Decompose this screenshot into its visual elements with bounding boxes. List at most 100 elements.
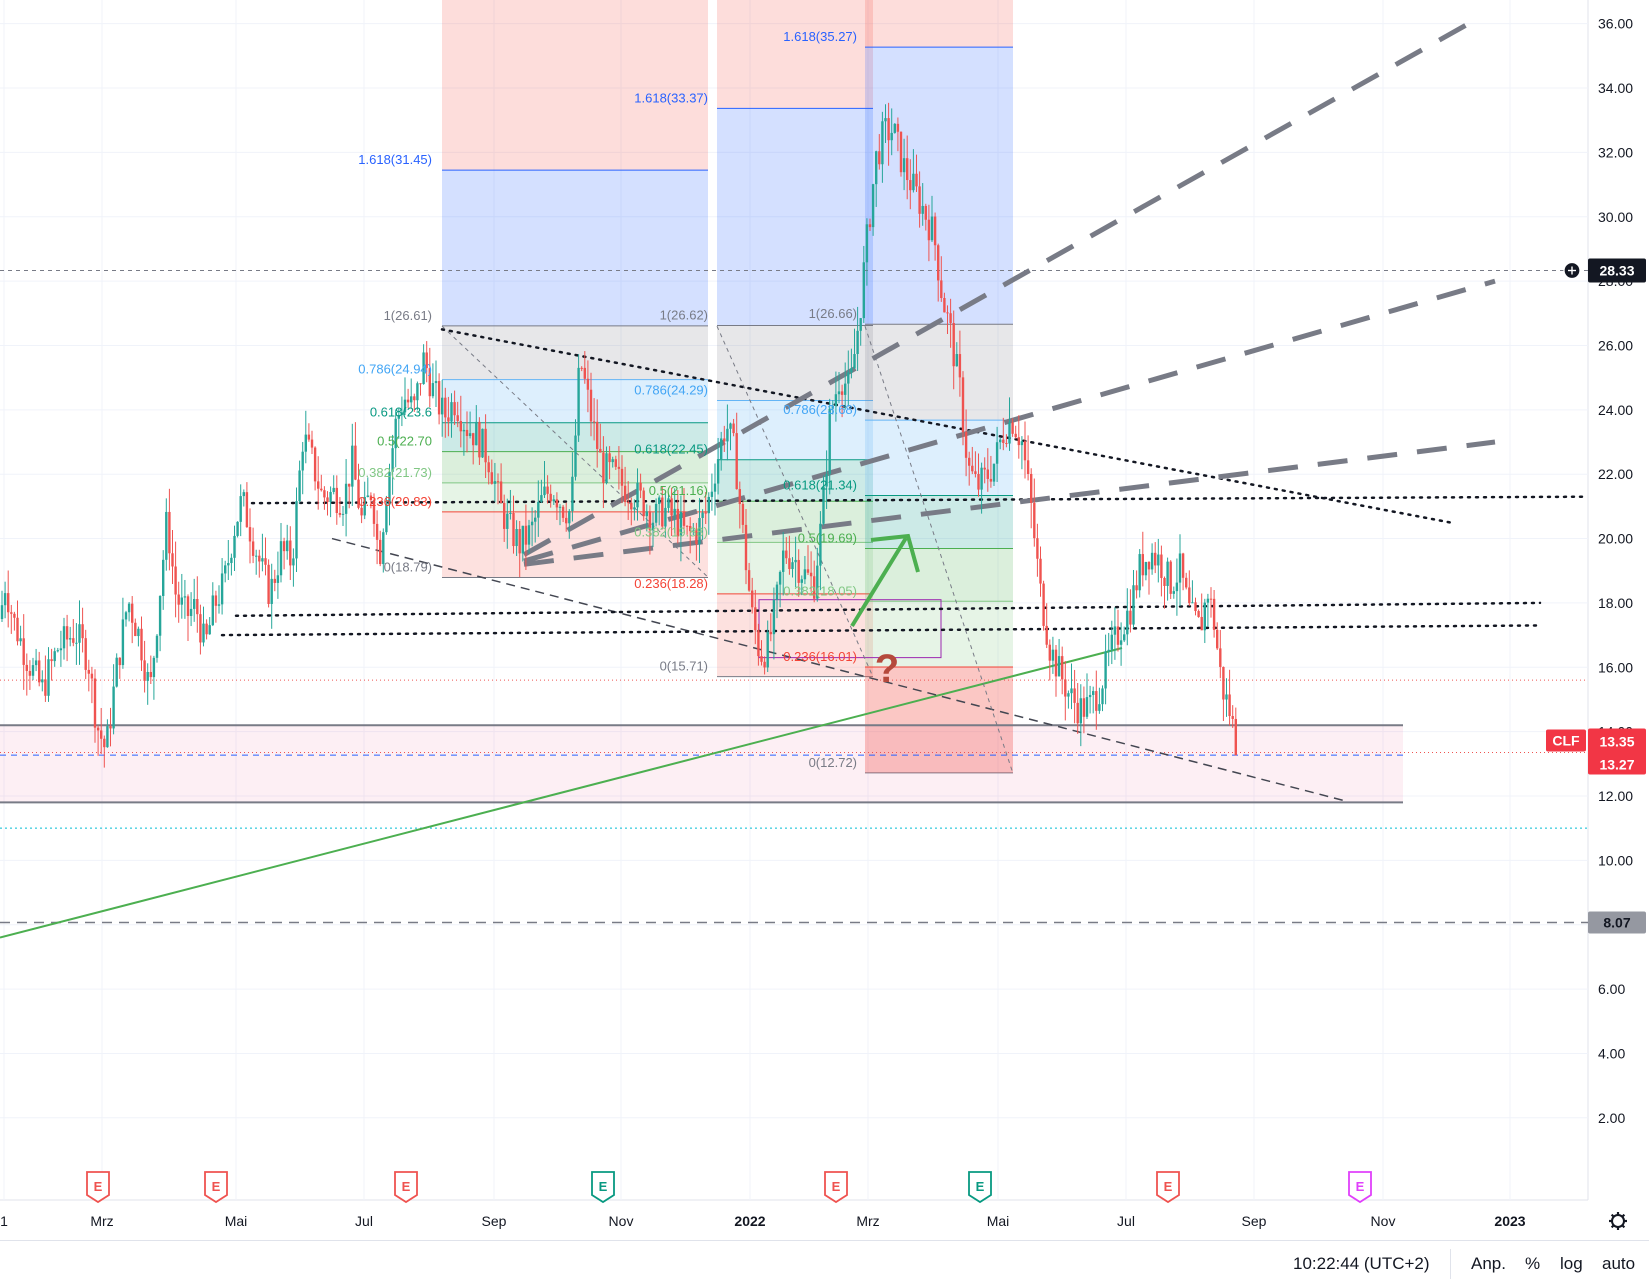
candle-body	[431, 383, 435, 397]
candle-body	[726, 428, 729, 442]
candle-body	[878, 151, 881, 165]
x-axis[interactable]: 1 Mrz Mai Jul Sep Nov 2022 Mrz Mai Jul Sep Nov 2023	[0, 1212, 1627, 1230]
fib-diagonal	[441, 325, 709, 578]
candle-body	[617, 466, 621, 469]
candle-body	[369, 495, 373, 500]
bottom-toolbar: 10:22:44 (UTC+2) Anp. % log auto	[0, 1240, 1649, 1287]
candle-body	[385, 504, 388, 533]
auto-scale-button[interactable]: auto	[1602, 1254, 1636, 1273]
toolbar-divider	[1450, 1249, 1451, 1279]
candle-body	[453, 402, 456, 416]
fib-label: 1.618(31.45)	[358, 152, 432, 167]
candle-body	[1126, 610, 1129, 635]
candle-body	[937, 245, 940, 281]
adjust-button[interactable]: Anp.	[1471, 1254, 1506, 1273]
earnings-marker: E	[1348, 1171, 1372, 1204]
percent-scale-button[interactable]: %	[1525, 1254, 1541, 1273]
zone-gray-bg	[865, 324, 1013, 421]
x-tick-label: Mai	[987, 1213, 1010, 1229]
candle-body	[1070, 688, 1073, 694]
candle-body	[1219, 648, 1222, 667]
candle-body	[372, 499, 376, 524]
fib-label: 1(26.66)	[809, 306, 857, 321]
candle-body	[614, 459, 617, 467]
fib-label: 0.5(19.69)	[798, 531, 857, 546]
candle-body	[56, 650, 59, 652]
price-chart[interactable]: ? 1.618(31.45) 1(26.61) 0.786(24.94) 0.618(…	[0, 0, 1649, 1240]
candle-body	[258, 555, 261, 562]
candle-body	[1157, 554, 1160, 566]
candle-body	[574, 435, 577, 477]
candle-body	[999, 439, 1002, 443]
candle-body	[323, 490, 326, 498]
candle-body	[320, 488, 323, 491]
candle-body	[93, 678, 97, 728]
candle-body	[592, 421, 596, 423]
candle-body	[152, 657, 156, 678]
clock-readout[interactable]: 10:22:44 (UTC+2)	[1293, 1254, 1430, 1273]
fib-label: 0.5(22.70	[377, 434, 432, 449]
candle-body	[518, 529, 521, 554]
candle-body	[233, 535, 236, 558]
candle-body	[933, 216, 937, 246]
candle-body	[406, 399, 410, 403]
candle-body	[1178, 553, 1182, 583]
candle-body	[313, 447, 317, 482]
candle-body	[1079, 698, 1082, 724]
candle-body	[977, 473, 980, 490]
candle-body	[620, 468, 624, 486]
candle-body	[295, 501, 298, 559]
candle-body	[481, 428, 484, 458]
earnings-badge	[394, 1171, 418, 1204]
candle-body	[1092, 691, 1095, 695]
zone-green-bg	[865, 548, 1013, 602]
earnings-badge	[204, 1171, 228, 1204]
candle-body	[952, 323, 955, 367]
candle-body	[1048, 644, 1051, 661]
candle-body	[816, 565, 819, 599]
candle-body	[847, 372, 850, 384]
candle-body	[28, 670, 32, 676]
candle-body	[416, 383, 419, 401]
candle-body	[1104, 651, 1107, 689]
y-tick-label: 36.00	[1598, 16, 1633, 32]
fib-diagonal	[864, 326, 1014, 774]
candle-body	[651, 522, 655, 531]
candle-body	[261, 558, 264, 562]
fib-label: 1.618(33.37)	[634, 90, 708, 105]
settings-gear-icon[interactable]	[1609, 1212, 1627, 1230]
candle-body	[22, 638, 25, 665]
candle-body	[53, 651, 56, 662]
candle-body	[732, 423, 735, 434]
candle-body	[540, 495, 543, 502]
question-mark: ?	[875, 647, 899, 691]
candle-body	[224, 565, 227, 574]
fib-label: 0.786(24.29)	[634, 383, 708, 398]
x-tick-label: Nov	[609, 1213, 634, 1229]
x-tick-label: Sep	[1242, 1213, 1267, 1229]
candle-body	[1209, 598, 1213, 600]
candle-body	[366, 495, 369, 498]
candle-body	[410, 396, 413, 403]
candle-body	[1113, 626, 1117, 635]
log-scale-button[interactable]: log	[1560, 1254, 1583, 1273]
candle-body	[251, 541, 255, 556]
candle-body	[949, 313, 952, 324]
candle-body	[490, 472, 493, 484]
y-tick-label: 6.00	[1598, 981, 1625, 997]
candle-body	[1039, 558, 1042, 584]
candle-body	[208, 625, 211, 635]
candle-body	[958, 354, 962, 378]
candle-body	[856, 330, 859, 354]
candle-body	[989, 478, 993, 482]
zone-red-bg	[865, 0, 1013, 48]
candle-body	[292, 558, 295, 566]
candle-body	[1132, 585, 1135, 625]
candle-body	[245, 492, 249, 528]
earnings-badge	[968, 1171, 992, 1204]
candle-body	[884, 118, 887, 122]
zone-lightgreen-bg	[717, 542, 873, 594]
candle-body	[227, 563, 230, 566]
candle-body	[7, 593, 10, 613]
candle-body	[155, 635, 159, 658]
